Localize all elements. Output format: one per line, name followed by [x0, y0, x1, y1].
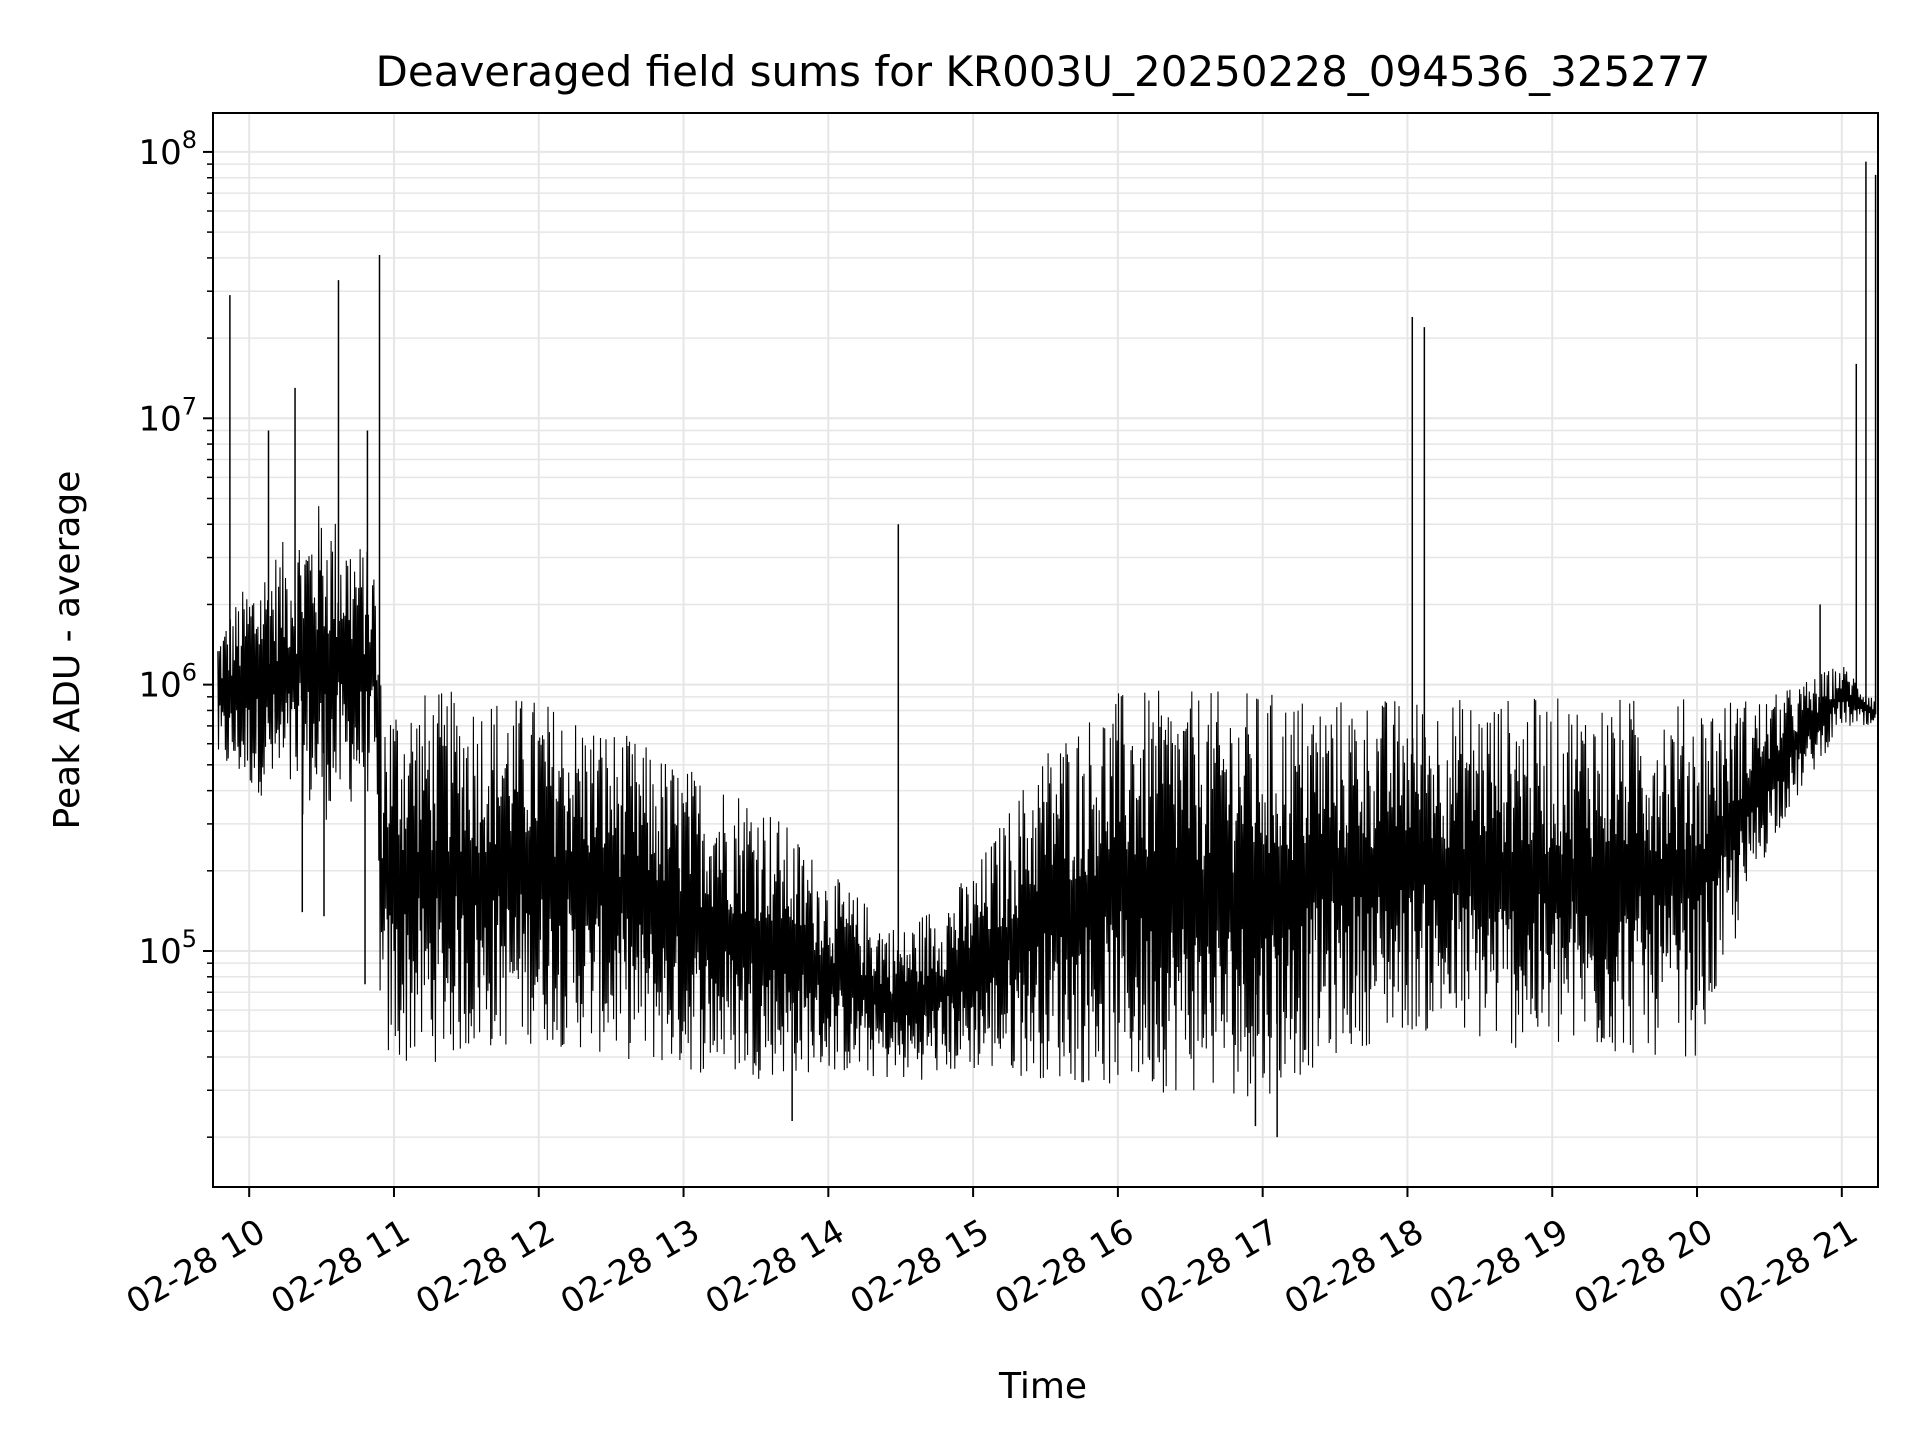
- plot-frame: [212, 112, 1879, 1188]
- y-tick-label: 108: [138, 126, 197, 173]
- chart-title: Deaveraged field sums for KR003U_2025022…: [376, 47, 1711, 96]
- y-tick-label: 105: [138, 925, 197, 972]
- x-axis-label: Time: [998, 1366, 1087, 1407]
- y-axis-label: Peak ADU - average: [47, 471, 88, 830]
- y-tick-label: 106: [138, 659, 197, 706]
- y-axis-ticks: 105 106 107 108: [138, 126, 213, 1138]
- series-line: [217, 161, 1877, 1138]
- series-path: [217, 506, 1877, 1097]
- y-tick-label: 107: [138, 392, 197, 439]
